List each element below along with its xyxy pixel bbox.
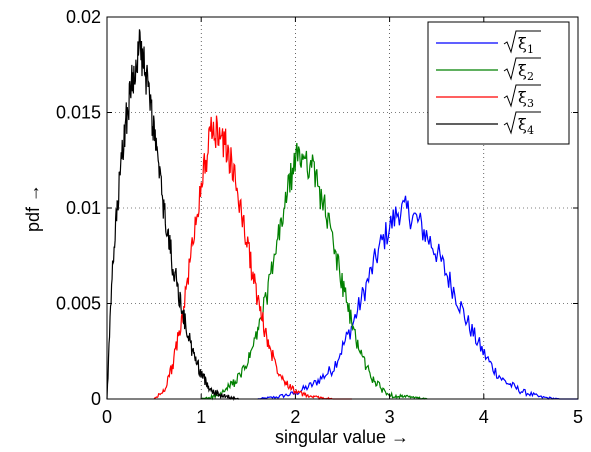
y-axis-label: pdf → [23, 184, 43, 232]
ticks: 0 1 2 3 4 5 0 0.005 0.01 0.015 0.02 [56, 7, 583, 427]
legend-label: ξ [518, 115, 527, 134]
x-tick-label: 0 [102, 407, 112, 427]
x-axis-label: singular value → [275, 427, 409, 447]
legend-box [427, 21, 570, 145]
legend: ξ 1ξ 2ξ 3ξ 4 [427, 21, 570, 145]
y-tick-label: 0.015 [56, 103, 101, 123]
x-tick-label: 3 [385, 407, 395, 427]
legend-label: ξ [518, 88, 527, 107]
x-tick-label: 4 [479, 407, 489, 427]
sqrt-icon [503, 111, 541, 135]
series-line-4 [106, 29, 239, 401]
x-tick-label: 2 [290, 407, 300, 427]
sqrt-icon [503, 84, 541, 108]
y-tick-label: 0 [91, 389, 101, 409]
series-line-3 [153, 115, 352, 401]
legend-label-subscript: 4 [527, 124, 534, 137]
x-tick-label: 5 [573, 407, 583, 427]
legend-label-subscript: 2 [527, 70, 534, 83]
y-tick-label: 0.01 [66, 198, 101, 218]
sqrt-icon [503, 30, 541, 54]
legend-label-subscript: 1 [527, 43, 534, 56]
x-tick-label: 1 [196, 407, 206, 427]
legend-label-subscript: 3 [527, 97, 534, 110]
legend-label: ξ [518, 61, 527, 80]
series-line-1 [257, 195, 578, 400]
sqrt-icon [503, 57, 541, 81]
y-tick-label: 0.02 [66, 7, 101, 27]
legend-label: ξ [518, 34, 527, 53]
y-tick-label: 0.005 [56, 294, 101, 314]
